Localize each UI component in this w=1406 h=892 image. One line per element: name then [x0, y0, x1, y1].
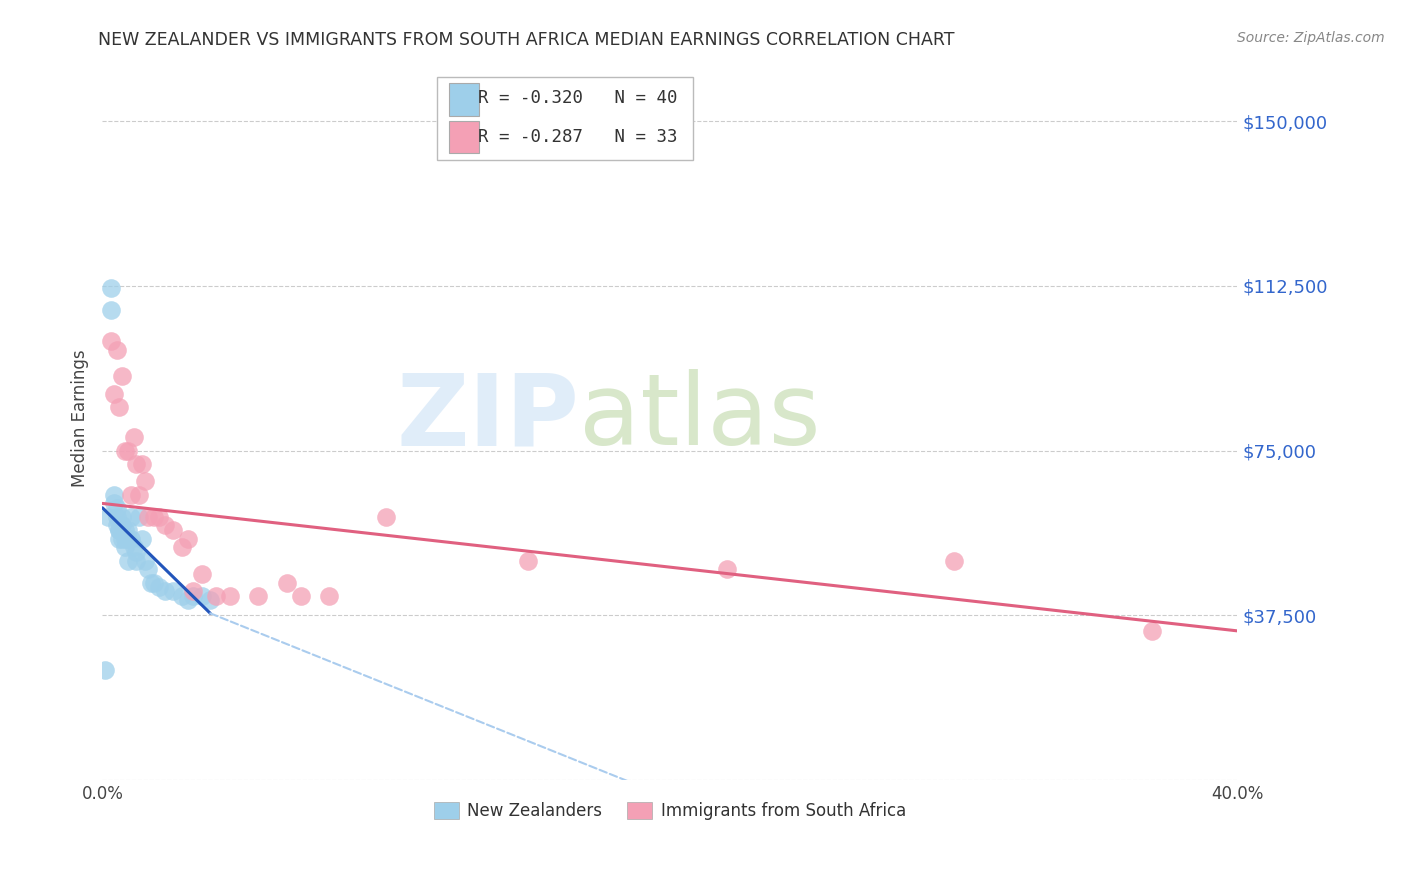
- Text: atlas: atlas: [579, 369, 821, 467]
- Point: [142, 575, 165, 590]
- Point: [148, 509, 170, 524]
- Point: [162, 523, 184, 537]
- Point: [205, 589, 228, 603]
- Point: [103, 496, 125, 510]
- Point: [318, 589, 340, 603]
- Point: [120, 532, 142, 546]
- Point: [170, 541, 193, 555]
- Point: [117, 443, 139, 458]
- Point: [136, 562, 159, 576]
- Point: [100, 334, 122, 348]
- Point: [111, 509, 134, 524]
- Point: [134, 475, 156, 489]
- Point: [190, 566, 212, 581]
- Point: [111, 532, 134, 546]
- Point: [181, 589, 204, 603]
- Y-axis label: Median Earnings: Median Earnings: [72, 349, 89, 486]
- Point: [276, 575, 298, 590]
- Point: [114, 443, 136, 458]
- Text: R = -0.320   N = 40: R = -0.320 N = 40: [478, 88, 678, 107]
- Point: [114, 541, 136, 555]
- Text: R = -0.287   N = 33: R = -0.287 N = 33: [478, 128, 678, 146]
- Point: [117, 523, 139, 537]
- Point: [108, 400, 131, 414]
- Point: [117, 532, 139, 546]
- Point: [375, 509, 398, 524]
- Point: [105, 343, 128, 357]
- Point: [108, 523, 131, 537]
- Point: [105, 518, 128, 533]
- Point: [716, 562, 738, 576]
- Point: [122, 541, 145, 555]
- Point: [181, 584, 204, 599]
- Point: [176, 532, 198, 546]
- Point: [125, 545, 148, 559]
- Point: [103, 386, 125, 401]
- Point: [131, 457, 153, 471]
- Point: [108, 523, 131, 537]
- Legend: New Zealanders, Immigrants from South Africa: New Zealanders, Immigrants from South Af…: [427, 795, 912, 826]
- FancyBboxPatch shape: [449, 120, 478, 153]
- Point: [136, 509, 159, 524]
- Point: [153, 584, 176, 599]
- Point: [125, 553, 148, 567]
- Point: [176, 593, 198, 607]
- Point: [120, 509, 142, 524]
- Point: [100, 303, 122, 318]
- Point: [128, 509, 150, 524]
- Point: [200, 593, 222, 607]
- Point: [148, 580, 170, 594]
- Point: [131, 532, 153, 546]
- Point: [170, 589, 193, 603]
- Point: [128, 488, 150, 502]
- Point: [162, 584, 184, 599]
- Point: [125, 457, 148, 471]
- Point: [1142, 624, 1164, 638]
- Point: [122, 430, 145, 444]
- Point: [942, 553, 965, 567]
- Text: ZIP: ZIP: [396, 369, 579, 467]
- Point: [117, 553, 139, 567]
- Point: [114, 523, 136, 537]
- Point: [219, 589, 242, 603]
- Point: [153, 518, 176, 533]
- Point: [114, 532, 136, 546]
- Point: [97, 509, 120, 524]
- FancyBboxPatch shape: [437, 77, 693, 161]
- Text: NEW ZEALANDER VS IMMIGRANTS FROM SOUTH AFRICA MEDIAN EARNINGS CORRELATION CHART: NEW ZEALANDER VS IMMIGRANTS FROM SOUTH A…: [98, 31, 955, 49]
- Point: [103, 488, 125, 502]
- Point: [111, 518, 134, 533]
- Point: [247, 589, 270, 603]
- FancyBboxPatch shape: [449, 83, 478, 116]
- Point: [517, 553, 540, 567]
- Point: [100, 281, 122, 295]
- Point: [105, 500, 128, 515]
- Point: [290, 589, 312, 603]
- Point: [111, 368, 134, 383]
- Text: Source: ZipAtlas.com: Source: ZipAtlas.com: [1237, 31, 1385, 45]
- Point: [142, 509, 165, 524]
- Point: [105, 509, 128, 524]
- Point: [94, 664, 117, 678]
- Point: [139, 575, 162, 590]
- Point: [190, 589, 212, 603]
- Point: [108, 532, 131, 546]
- Point: [134, 553, 156, 567]
- Point: [120, 488, 142, 502]
